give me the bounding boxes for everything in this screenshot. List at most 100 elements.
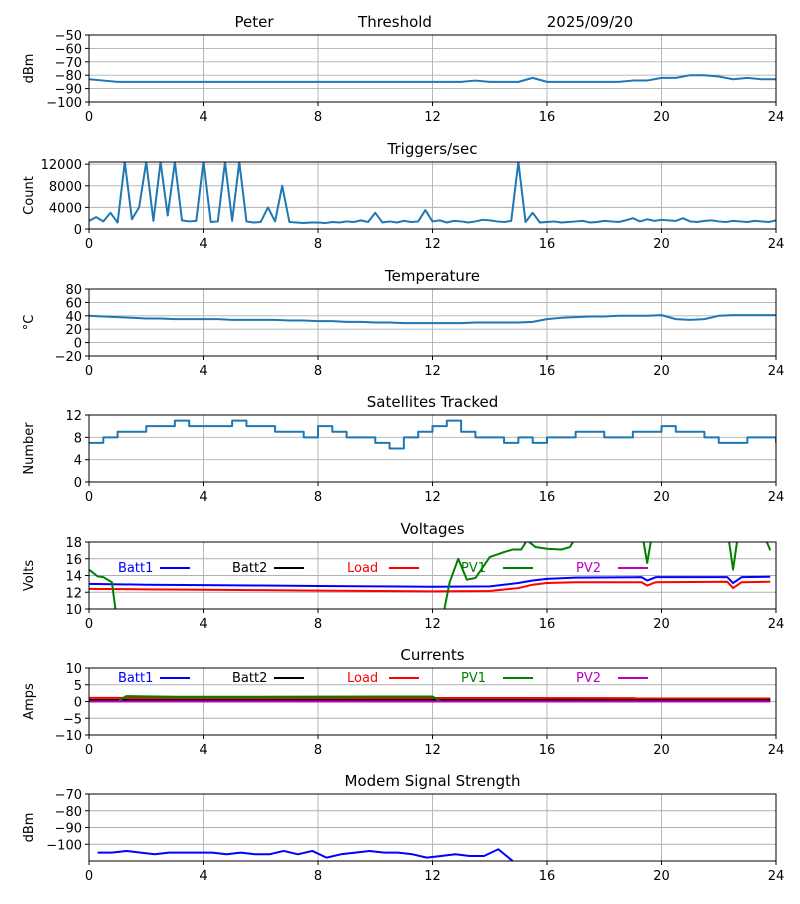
x-tick-label: 0 — [85, 490, 93, 505]
x-tick-label: 16 — [539, 617, 556, 632]
y-tick-label: 10 — [65, 603, 82, 618]
y-axis-label: Volts — [22, 560, 37, 592]
y-axis-label: dBm — [22, 813, 37, 843]
x-tick-label: 16 — [539, 743, 556, 758]
y-tick-label: −5 — [63, 712, 82, 727]
x-tick-label: 4 — [199, 869, 207, 884]
x-tick-label: 12 — [424, 869, 441, 884]
x-tick-label: 20 — [653, 490, 670, 505]
y-tick-label: −90 — [55, 822, 82, 837]
x-tick-label: 4 — [199, 237, 207, 252]
series-group — [89, 696, 770, 701]
legend-label-batt1: Batt1 — [118, 671, 153, 686]
legend-label-load: Load — [347, 561, 378, 576]
x-tick-label: 20 — [653, 110, 670, 125]
y-tick-label: 4 — [74, 454, 82, 469]
y-tick-label: −70 — [55, 788, 82, 803]
x-tick-label: 0 — [85, 237, 93, 252]
x-tick-label: 20 — [653, 237, 670, 252]
x-tick-label: 12 — [424, 237, 441, 252]
x-tick-label: 20 — [653, 364, 670, 379]
legend-label-batt2: Batt2 — [232, 671, 267, 686]
y-tick-label: 12 — [65, 409, 82, 424]
legend-label-pv2: PV2 — [576, 671, 601, 686]
x-tick-label: 16 — [539, 364, 556, 379]
y-tick-label: 4000 — [49, 201, 82, 216]
legend-label-load: Load — [347, 671, 378, 686]
x-tick-label: 0 — [85, 364, 93, 379]
chart-title: Satellites Tracked — [367, 393, 498, 411]
y-tick-label: −80 — [55, 805, 82, 820]
series-line-modem — [98, 849, 513, 861]
y-axis-label: °C — [22, 315, 37, 331]
x-tick-label: 12 — [424, 743, 441, 758]
legend-label-pv1: PV1 — [461, 671, 486, 686]
y-tick-label: 5 — [74, 679, 82, 694]
chart-title: Triggers/sec — [387, 140, 478, 158]
legend-label-pv2: PV2 — [576, 561, 601, 576]
x-tick-label: 24 — [768, 490, 785, 505]
y-tick-label: 0 — [74, 696, 82, 711]
y-tick-label: −100 — [46, 838, 82, 853]
chart-title: Temperature — [384, 267, 480, 285]
x-tick-label: 24 — [768, 869, 785, 884]
x-tick-label: 24 — [768, 364, 785, 379]
chart-title: Voltages — [400, 520, 464, 538]
y-tick-label: 12000 — [41, 158, 82, 173]
header-date: 2025/09/20 — [547, 13, 633, 31]
x-tick-label: 0 — [85, 617, 93, 632]
x-tick-label: 24 — [768, 617, 785, 632]
y-axis-label: Count — [22, 176, 37, 215]
x-tick-label: 0 — [85, 110, 93, 125]
x-tick-label: 12 — [424, 490, 441, 505]
y-tick-label: −100 — [46, 96, 82, 111]
y-axis-label: dBm — [22, 54, 37, 84]
y-tick-label: −10 — [55, 729, 82, 744]
x-tick-label: 0 — [85, 869, 93, 884]
y-tick-label: 14 — [65, 570, 82, 585]
x-tick-label: 4 — [199, 364, 207, 379]
x-tick-label: 20 — [653, 743, 670, 758]
y-tick-label: 10 — [65, 662, 82, 677]
x-tick-label: 8 — [314, 617, 322, 632]
y-tick-label: 8 — [74, 431, 82, 446]
x-tick-label: 8 — [314, 743, 322, 758]
legend-label-batt1: Batt1 — [118, 561, 153, 576]
x-tick-label: 4 — [199, 743, 207, 758]
panel-3: 0 4 8 12 16 20 24 12 8 4 0 Satellites Tracked Number — [22, 393, 784, 505]
x-tick-label: 24 — [768, 237, 785, 252]
x-tick-label: 20 — [653, 869, 670, 884]
x-tick-label: 24 — [768, 743, 785, 758]
header-name: Peter — [234, 13, 274, 31]
x-tick-label: 8 — [314, 869, 322, 884]
x-tick-label: 16 — [539, 110, 556, 125]
x-tick-label: 4 — [199, 617, 207, 632]
x-tick-label: 16 — [539, 869, 556, 884]
chart-title: Currents — [400, 646, 464, 664]
y-axis-label: Number — [22, 422, 37, 475]
y-tick-label: 0 — [74, 476, 82, 491]
x-tick-label: 16 — [539, 490, 556, 505]
x-tick-label: 8 — [314, 110, 322, 125]
y-tick-label: 0 — [74, 223, 82, 238]
x-tick-label: 12 — [424, 110, 441, 125]
y-tick-label: 18 — [65, 536, 82, 551]
x-tick-label: 16 — [539, 237, 556, 252]
x-tick-label: 0 — [85, 743, 93, 758]
x-tick-label: 4 — [199, 490, 207, 505]
x-tick-label: 24 — [768, 110, 785, 125]
x-tick-label: 12 — [424, 617, 441, 632]
y-tick-label: 16 — [65, 553, 82, 568]
x-tick-label: 20 — [653, 617, 670, 632]
header-mode: Threshold — [357, 13, 432, 31]
legend-label-batt2: Batt2 — [232, 561, 267, 576]
y-tick-label: −20 — [55, 350, 82, 365]
x-tick-label: 8 — [314, 237, 322, 252]
x-tick-label: 8 — [314, 490, 322, 505]
